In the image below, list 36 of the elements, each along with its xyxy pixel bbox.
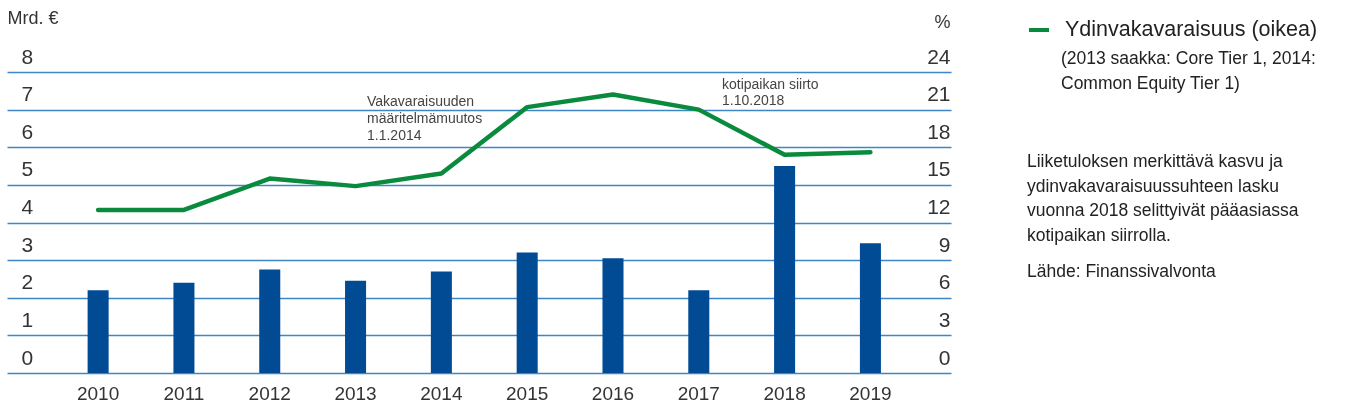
y2-tick-label: 21	[927, 82, 951, 106]
x-tick-label: 2014	[420, 382, 463, 404]
text: Liiketuloksen merkittävä kasvu ja ydinvakavaraisuussuhteen lasku vuonna 2018 selittyivät pääasiassa kotipaikan siirrolla.	[1027, 151, 1299, 245]
y-tick-label: 1	[21, 307, 34, 331]
x-tick-label: 2016	[591, 382, 635, 404]
y-tick-label: 5	[21, 157, 34, 181]
x-tick-label: 2018	[763, 382, 806, 404]
x-tick-label: 2012	[248, 382, 291, 404]
text: Lähde: Finanssivalvonta	[1027, 261, 1216, 281]
x-tick-label: 2017	[677, 382, 720, 404]
y2-tick-label: 0	[938, 345, 951, 369]
x-tick-label: 2015	[506, 382, 549, 404]
y2-tick-label: 24	[927, 44, 951, 68]
x-tick-label: 2010	[76, 382, 120, 404]
y2-axis-title: %	[934, 11, 951, 32]
y-tick-label: 6	[21, 119, 34, 143]
y2-tick-label: 18	[927, 119, 951, 143]
annotation: Vakavaraisuuden määritelmämuutos 1.1.2014	[367, 93, 483, 143]
y2-tick-label: 3	[938, 307, 951, 331]
y2-tick-label: 9	[938, 232, 951, 256]
text: (2013 saakka: Core Tier 1, 2014: Common Equity Tier 1)	[1061, 48, 1316, 93]
x-tick-label: 2019	[849, 382, 892, 404]
y2-tick-label: 15	[927, 157, 951, 181]
y-tick-label: 4	[21, 195, 34, 218]
y-tick-label: 8	[21, 44, 34, 68]
x-tick-label: 2011	[163, 382, 205, 404]
x-tick-label: 2013	[334, 382, 377, 404]
y-axis-title: Mrd. €	[7, 7, 59, 28]
y-tick-label: 0	[21, 345, 34, 369]
annotation: kotipaikan siirto 1.10.2018	[722, 76, 819, 108]
y-tick-label: 3	[21, 232, 34, 256]
y-tick-label: 7	[21, 82, 34, 106]
y-tick-label: 2	[21, 270, 34, 294]
y2-tick-label: 12	[927, 195, 951, 218]
legend-label: Ydinvakavaraisuus (oikea)	[1065, 17, 1318, 41]
y2-tick-label: 6	[938, 270, 951, 294]
